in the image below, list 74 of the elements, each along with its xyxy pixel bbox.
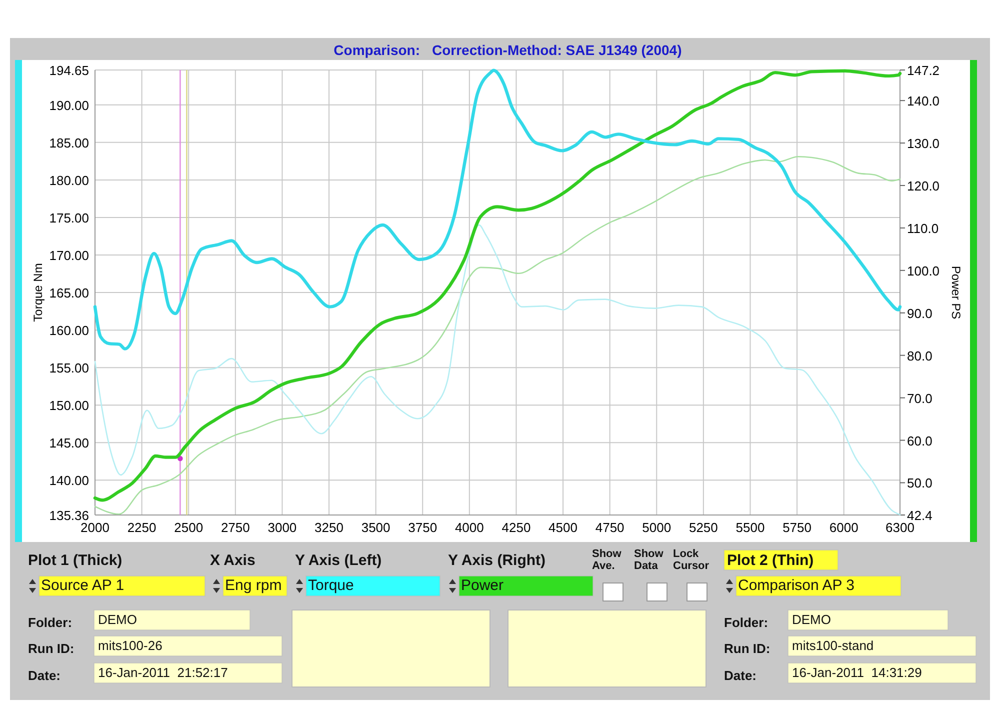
line-series [93,68,902,350]
text: Show Ave. [592,548,622,572]
y-tick-label: 135.36 [49,508,89,523]
x-tick-label: 4750 [595,520,624,535]
text: X Axis [210,552,256,569]
y-tick-label: 170.00 [49,248,89,264]
x-tick-label: 5750 [782,520,812,535]
y-axis-title: Torque Nm [31,263,45,322]
y2-tick-label: 70.0 [907,390,932,406]
x-tick-label: 2000 [80,520,110,535]
text: 16-Jan-2011 21:52:17 [98,665,228,680]
y-tick-label: 180.00 [49,172,89,188]
text: Comparison AP 3 [738,577,854,594]
x-tick-label: 3250 [314,520,344,535]
x-tick-label: 4000 [454,520,484,535]
text: Run ID: [724,641,770,656]
text: Run ID: [28,641,74,656]
y-tick-label: 155.00 [49,360,89,376]
y2-tick-label: 130.0 [907,136,940,152]
text: Date: [724,668,757,683]
y2-tick-label: 60.0 [907,433,932,448]
text: Folder: [724,615,768,630]
x-tick-label: 4500 [548,520,578,535]
x-tick-label: 6000 [829,520,858,535]
y-tick-label: 165.00 [49,286,89,301]
x-tick-label: 5000 [642,520,672,535]
y-tick-label: 190.00 [49,98,89,113]
text: mits100-stand [792,638,874,653]
text: Plot 1 (Thick) [28,552,122,569]
y-tick-label: 194.65 [49,63,89,78]
source-note: Source AP 1 [41,577,124,594]
y2-tick-label: 90.0 [907,306,932,321]
x-tick-label: 6300 [886,520,914,535]
x-tick-label: 2750 [220,520,250,535]
y-tick-label: 140.00 [49,473,89,488]
x-tick-label: 4250 [502,520,531,535]
text: Show Data [634,548,664,572]
text: Date: [28,668,61,683]
chart-title: Comparison: [334,42,420,58]
y2-tick-label: 120.0 [907,178,940,194]
text: Power [461,577,504,594]
text: Torque [308,577,354,594]
text: Folder: [28,615,72,630]
text: Plot 2 (Thin) [727,552,814,569]
x-tick-label: 2500 [174,520,204,535]
text: Y Axis (Left) [295,552,382,569]
x-tick-label: 3000 [268,520,297,535]
y2-tick-label: 100.0 [907,263,940,278]
y2-tick-label: 42.4 [907,508,932,523]
x-tick-label: 2250 [127,520,156,535]
y-tick-label: 160.00 [49,323,89,338]
x-tick-label: 3750 [408,520,438,535]
chart-subtitle: Correction-Method: SAE J1349 (2004) [432,42,682,58]
text: Eng rpm [225,577,282,594]
line-series [93,69,902,502]
y-tick-label: 145.00 [49,436,89,451]
text: DEMO [792,612,831,627]
y2-tick-label: 80.0 [907,348,932,364]
y2-tick-label: 110.0 [907,220,939,236]
y-tick-label: 185.00 [49,135,89,150]
text: Lock Cursor [673,548,710,572]
x-tick-label: 5500 [736,520,765,535]
text: Y Axis (Right) [448,552,546,569]
y-tick-label: 175.00 [49,210,89,226]
y-tick-label: 150.00 [49,398,89,414]
x-tick-label: 5250 [688,520,718,535]
text: mits100-26 [98,638,162,653]
text: DEMO [98,612,137,627]
x-tick-label: 3500 [361,520,390,535]
y2-tick-label: 140.0 [907,94,940,109]
text: 16-Jan-2011 14:31:29 [792,665,922,680]
y2-tick-label: 50.0 [907,476,932,491]
y2-axis-title: Power PS [949,266,963,320]
y2-tick-label: 147.2 [907,63,940,78]
